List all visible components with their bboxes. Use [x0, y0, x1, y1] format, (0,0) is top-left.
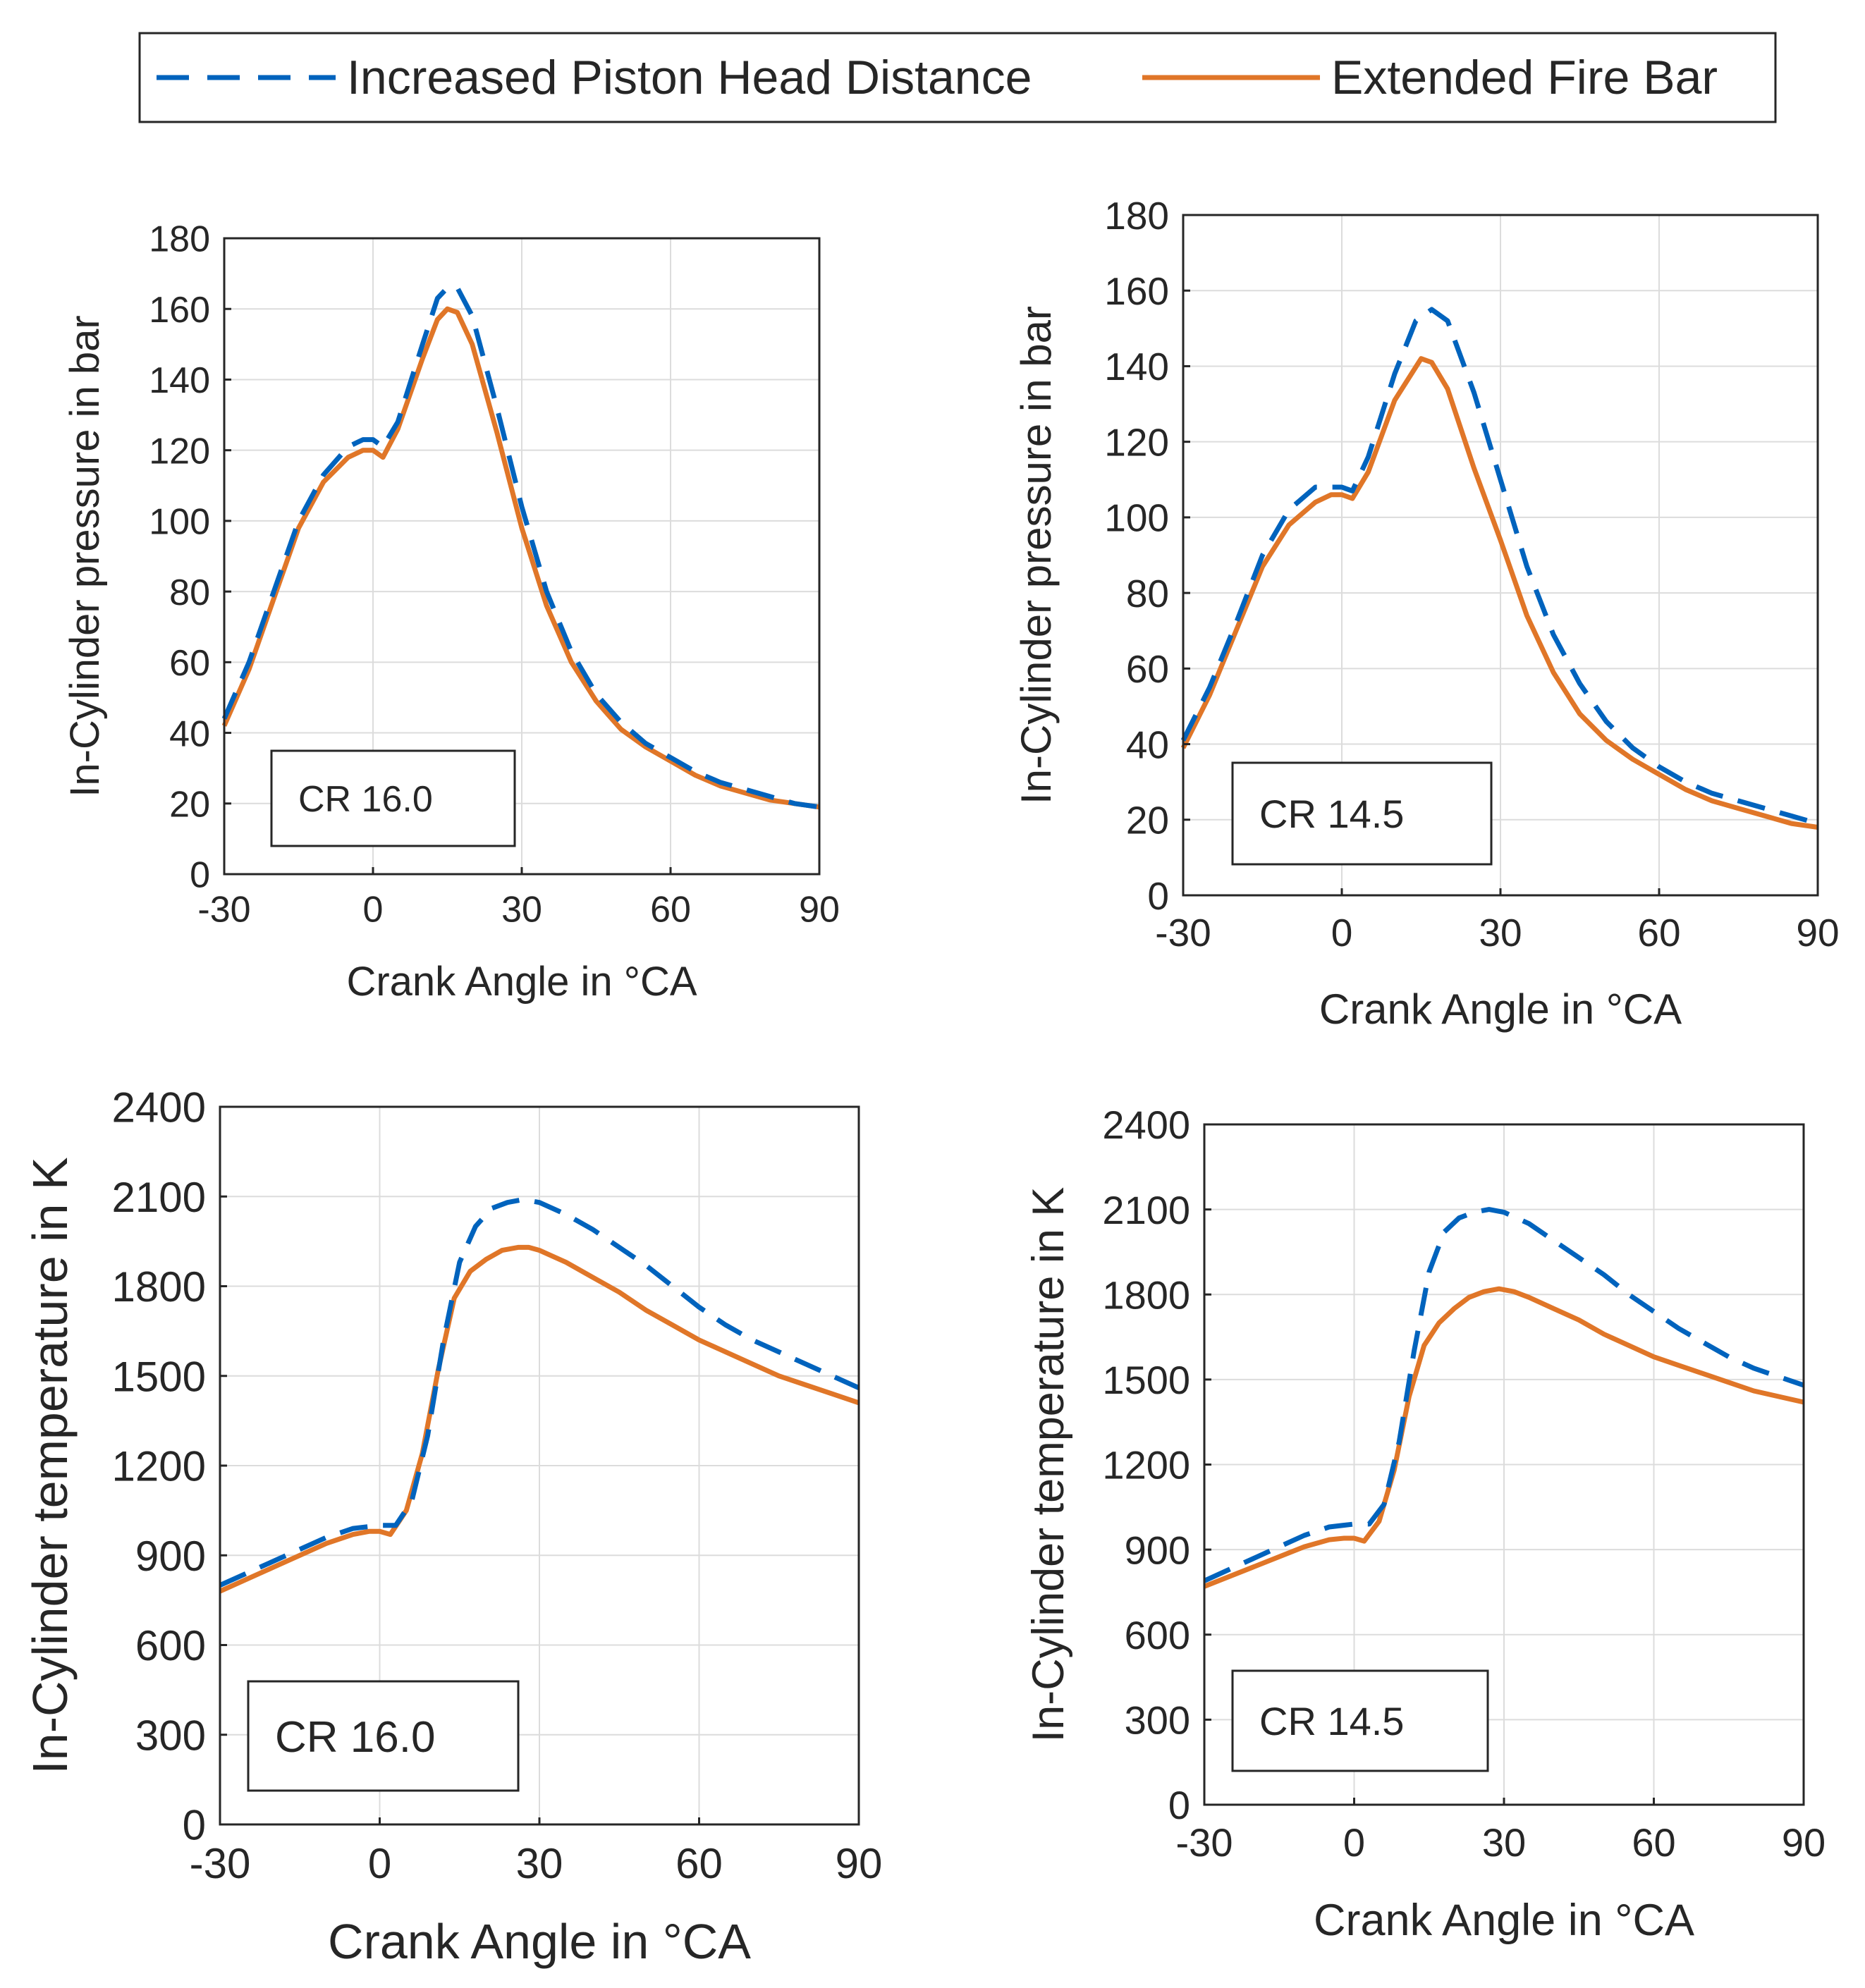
series-line-extended-fire-bar: [219, 1244, 860, 1594]
x-axis-label: Crank Angle in °CA: [1314, 1896, 1694, 1945]
y-tick-label: 180: [1104, 194, 1169, 238]
grid: [1183, 215, 1818, 895]
y-tick-label: 140: [149, 360, 210, 401]
series-line-increased-piston-head-distance: [1180, 307, 1818, 826]
y-tick-label: 100: [1104, 496, 1169, 540]
y-tick-label: 300: [1125, 1698, 1190, 1743]
y-tick-label: 80: [169, 572, 210, 613]
annotation-box: [270, 749, 516, 847]
y-tick-label: 900: [1125, 1528, 1190, 1572]
annotation-label: CR 16.0: [298, 779, 433, 820]
series-line-extended-fire-bar: [1180, 356, 1818, 830]
y-tick-label: 20: [169, 784, 210, 825]
annotation-label: CR 16.0: [275, 1713, 435, 1762]
y-tick-label: 2100: [112, 1174, 206, 1221]
y-tick-label: 1200: [112, 1443, 206, 1490]
y-tick-label: 2400: [1102, 1103, 1190, 1147]
x-tick-label: 60: [675, 1840, 723, 1887]
series-line-increased-piston-head-distance: [221, 285, 820, 810]
y-axis-label: In-Cylinder pressure in bar: [1013, 306, 1060, 804]
x-tick-label: 60: [650, 890, 691, 931]
x-tick-label: -30: [1176, 1820, 1233, 1865]
annotation-box: [247, 1680, 520, 1792]
y-tick-label: 300: [135, 1712, 206, 1759]
annotation-box: [1231, 1669, 1489, 1772]
x-tick-label: 90: [1782, 1820, 1826, 1865]
series-line-increased-piston-head-distance: [1203, 1207, 1805, 1583]
grid: [1204, 1124, 1804, 1805]
y-tick-label: 0: [1168, 1783, 1190, 1827]
annotation-label: CR 14.5: [1259, 1699, 1404, 1743]
legend-label-0: Increased Piston Head Distance: [347, 51, 1032, 104]
y-tick-label: 2400: [112, 1084, 206, 1131]
x-tick-label: 60: [1632, 1820, 1675, 1865]
y-axis-label: In-Cylinder pressure in bar: [62, 315, 108, 797]
y-tick-label: 160: [149, 290, 210, 331]
x-tick-label: -30: [197, 890, 250, 931]
pressure-chart-cr145: -30 0 30 60 90020406080100120140160180Crank …: [1013, 194, 1840, 1033]
y-tick-label: 20: [1126, 799, 1169, 842]
x-tick-label: 60: [1637, 911, 1680, 955]
y-tick-label: 1500: [112, 1353, 206, 1400]
temperature-chart-cr145: -30 0 30 60 90030060090012001500180021002400…: [1024, 1103, 1826, 1945]
x-axis-label: Crank Angle in °CA: [328, 1914, 751, 1969]
y-tick-label: 80: [1126, 572, 1169, 615]
legend-box: [138, 32, 1777, 123]
x-axis-label: Crank Angle in °CA: [346, 959, 697, 1005]
x-tick-label: 0: [1331, 911, 1353, 955]
temperature-chart-cr16: -30 0 30 60 90030060090012001500180021002400…: [23, 1084, 882, 1969]
y-tick-label: 1800: [1102, 1272, 1190, 1317]
series-line-extended-fire-bar: [221, 306, 820, 810]
x-tick-label: -30: [1155, 911, 1211, 955]
x-tick-label: 30: [516, 1840, 563, 1887]
x-tick-label: 30: [1482, 1820, 1526, 1865]
y-tick-label: 60: [1126, 647, 1169, 691]
y-tick-label: 1800: [112, 1263, 206, 1311]
y-tick-label: 0: [190, 855, 210, 896]
grid: [224, 238, 819, 874]
x-tick-label: 0: [1343, 1820, 1365, 1865]
x-tick-label: 30: [1479, 911, 1522, 955]
y-tick-label: 180: [149, 219, 210, 260]
x-tick-label: 90: [1796, 911, 1839, 955]
x-tick-label: 0: [363, 890, 384, 931]
x-tick-label: 90: [799, 890, 840, 931]
y-tick-label: 140: [1104, 345, 1169, 388]
pressure-chart-cr16: -30 0 30 60 90020406080100120140160180Crank …: [62, 219, 840, 1005]
x-tick-label: 0: [368, 1840, 391, 1887]
y-tick-label: 900: [135, 1533, 206, 1580]
y-tick-label: 600: [135, 1622, 206, 1669]
y-tick-label: 40: [1126, 723, 1169, 766]
series-line-increased-piston-head-distance: [219, 1197, 860, 1588]
annotation-box: [1231, 761, 1493, 866]
y-tick-label: 1500: [1102, 1358, 1190, 1402]
legend-label-1: Extended Fire Bar: [1331, 51, 1718, 104]
x-tick-label: -30: [190, 1840, 251, 1887]
x-tick-label: 30: [501, 890, 542, 931]
y-tick-label: 60: [169, 643, 210, 684]
y-tick-label: 0: [183, 1802, 206, 1849]
y-tick-label: 1200: [1102, 1443, 1190, 1487]
y-tick-label: 40: [169, 713, 210, 754]
y-tick-label: 0: [1147, 874, 1169, 918]
legend: Increased Piston Head Distance Extended …: [138, 32, 1777, 123]
y-tick-label: 600: [1125, 1613, 1190, 1657]
annotation-label: CR 14.5: [1259, 792, 1404, 836]
y-tick-label: 100: [149, 502, 210, 543]
y-tick-label: 120: [1104, 420, 1169, 464]
x-axis-label: Crank Angle in °CA: [1319, 986, 1682, 1033]
y-axis-label: In-Cylinder temperature in K: [23, 1157, 78, 1774]
y-tick-label: 2100: [1102, 1188, 1190, 1232]
y-axis-label: In-Cylinder temperature in K: [1024, 1187, 1073, 1743]
y-tick-label: 160: [1104, 269, 1169, 313]
x-tick-label: 90: [836, 1840, 883, 1887]
y-tick-label: 120: [149, 431, 210, 472]
series-line-extended-fire-bar: [1203, 1286, 1804, 1589]
